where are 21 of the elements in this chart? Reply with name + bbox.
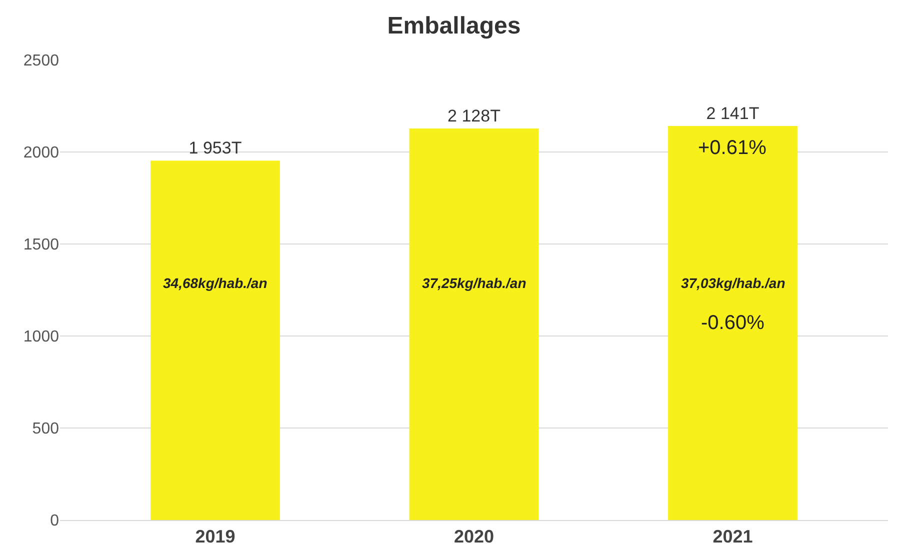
data-label: 2 141T — [706, 104, 760, 124]
annotation: 37,25kg/hab./an — [422, 275, 526, 291]
annotation: -0.60% — [701, 312, 765, 334]
annotation: 34,68kg/hab./an — [163, 275, 268, 291]
y-tick-label: 2500 — [23, 52, 60, 70]
chart-title: Emballages — [387, 12, 521, 40]
y-tick-label: 1000 — [23, 328, 60, 346]
x-tick-label: 2021 — [712, 526, 753, 547]
bar — [150, 160, 280, 520]
y-tick-label: 500 — [32, 420, 60, 438]
annotation: 37,03kg/hab./an — [681, 275, 786, 291]
x-tick-label: 2019 — [195, 526, 236, 547]
y-tick-label: 1500 — [23, 236, 60, 254]
y-tick-label: 2000 — [23, 144, 60, 162]
bar — [409, 128, 539, 520]
data-label: 2 128T — [448, 106, 500, 126]
bar — [668, 126, 798, 520]
x-tick-label: 2020 — [454, 526, 494, 547]
data-label: 1 953T — [188, 138, 242, 158]
y-tick-label: 0 — [50, 512, 60, 530]
annotation: +0.61% — [698, 137, 767, 159]
